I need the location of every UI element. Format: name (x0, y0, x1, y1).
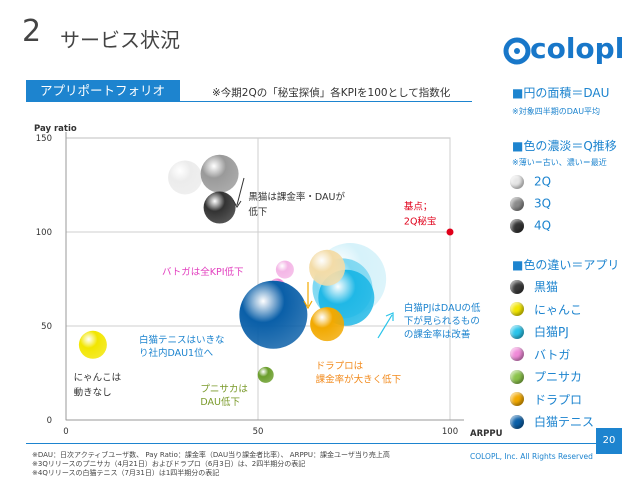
legend-swatch (510, 392, 524, 406)
legend-item: プニサカ (510, 368, 582, 385)
y-tick-label: 0 (47, 416, 52, 426)
x-tick-label: 100 (442, 427, 458, 437)
y-axis-title: Pay ratio (34, 124, 77, 134)
logo-text: colopl (530, 32, 625, 65)
legend-item: 2Q (510, 174, 551, 189)
bubble-2q (275, 260, 294, 279)
y-tick-label: 100 (36, 228, 52, 238)
legend-label: プニサカ (534, 370, 583, 384)
legend-label: 白猫PJ (534, 325, 569, 339)
logo-mark-icon (503, 37, 531, 65)
annotation-label: 下が見られるもの (404, 315, 480, 327)
annotation-label: 低下 (248, 206, 267, 218)
annotation-label: プニサカは (200, 384, 248, 395)
x-tick-label: 0 (63, 427, 68, 437)
footnote: ※4Qリリースの白猫テニス（7月31日）は1四半期分の表記 (32, 469, 220, 477)
colopl-logo: colopl (500, 32, 630, 68)
legend-swatch (510, 174, 524, 189)
legend-label: 3Q (534, 196, 552, 211)
annotation-label: 白猫テニスはいきな (139, 334, 225, 346)
annotation-label: DAU低下 (200, 396, 240, 408)
kuroneko-arrow (236, 177, 245, 206)
legend-item: 黒猫 (510, 278, 558, 295)
annotation-label: 白猫PJはDAUの低 (404, 302, 481, 314)
slide-number: 2 (22, 14, 42, 49)
y-tick-label: 150 (36, 134, 52, 144)
page-title: サービス状況 (60, 28, 180, 52)
legend-shade-note: ※薄い＝古い、濃い＝最近 (512, 158, 607, 167)
copyright: COLOPL, Inc. All Rights Reserved (470, 452, 593, 461)
legend-item: バトガ (510, 346, 570, 363)
shironeko-arrowhead (385, 312, 394, 321)
bubble-4q (78, 330, 107, 359)
legend-area-note: ※対象四半期のDAU平均 (512, 107, 601, 116)
legend-swatch (510, 279, 524, 294)
legend-swatch (510, 414, 524, 429)
kuroneko-arrowhead (232, 199, 242, 208)
shironeko-arrow (377, 314, 393, 339)
bubble-2q (309, 249, 346, 286)
dorapuro-arrowhead (303, 300, 313, 310)
legend-item: ドラプロ (510, 391, 582, 408)
bubble-4q (310, 307, 345, 342)
legend-label: にゃんこ (534, 302, 583, 317)
legend-apps-heading: ■色の違い＝アプリ (512, 258, 620, 272)
legend-swatch (510, 347, 524, 361)
legend-swatch (510, 302, 524, 316)
annotation-label: 基点； (404, 200, 433, 212)
legend-swatch (510, 218, 524, 233)
bubble-4q (257, 366, 274, 383)
legend-swatch (510, 196, 524, 211)
annotation-label: ドラプロは (316, 361, 364, 372)
annotation-label: バトガは全KPI低下 (162, 266, 244, 278)
legend-label: 2Q (534, 174, 552, 189)
footnote: ※DAU：日次アクティブユーザ数、 Pay Ratio：課金率（DAU当り課金者… (32, 451, 390, 459)
legend-label: バトガ (534, 347, 571, 362)
footnote: ※3Qリリースのプニサカ（4月21日）およびドラプロ（6月3日）は、2四半期分の… (32, 460, 306, 468)
legend-shade-heading: ■色の濃淡＝Q推移 (512, 139, 617, 153)
legend-area-heading: ■円の面積＝DAU (512, 86, 610, 100)
annotation-label: 課金率が大きく低下 (316, 373, 402, 385)
annotation-label: 2Q秘宝 (404, 215, 437, 227)
annotation-label: にゃんこは (74, 373, 122, 384)
x-tick-label: 50 (253, 427, 264, 437)
bubble-4q (203, 191, 236, 224)
legend-item: 白猫テニス (510, 413, 594, 430)
legend-item: 白猫PJ (510, 323, 569, 340)
bubble-3q (200, 154, 239, 193)
annotation-label: 黒猫は課金率・DAUが (248, 191, 345, 203)
legend-label: 4Q (534, 218, 552, 233)
index-note: ※今期2Qの「秘宝探偵」各KPIを100として指数化 (212, 87, 451, 99)
section-divider (26, 101, 472, 102)
legend-swatch (510, 369, 524, 384)
legend-swatch (510, 324, 524, 339)
annotation-label: 動きなし (74, 388, 112, 399)
legend-item: 3Q (510, 196, 551, 211)
x-axis-title: ARPPU (470, 429, 503, 439)
bubble-2q (168, 160, 203, 195)
footer-divider (26, 443, 596, 444)
annotation-label: り社内DAU1位へ (139, 347, 214, 359)
bubble-4q (239, 280, 308, 349)
annotation-label: の課金率は改善 (404, 328, 471, 340)
legend-label: 白猫テニス (534, 415, 595, 429)
section-tab: アプリポートフォリオ (26, 80, 180, 102)
legend-item: にゃんこ (510, 301, 582, 318)
legend-label: ドラプロ (534, 392, 583, 407)
legend-item: 4Q (510, 218, 551, 233)
bubble-2q (446, 228, 454, 236)
y-tick-label: 50 (41, 322, 52, 332)
legend-label: 黒猫 (534, 280, 559, 294)
page-number: 20 (596, 428, 622, 454)
